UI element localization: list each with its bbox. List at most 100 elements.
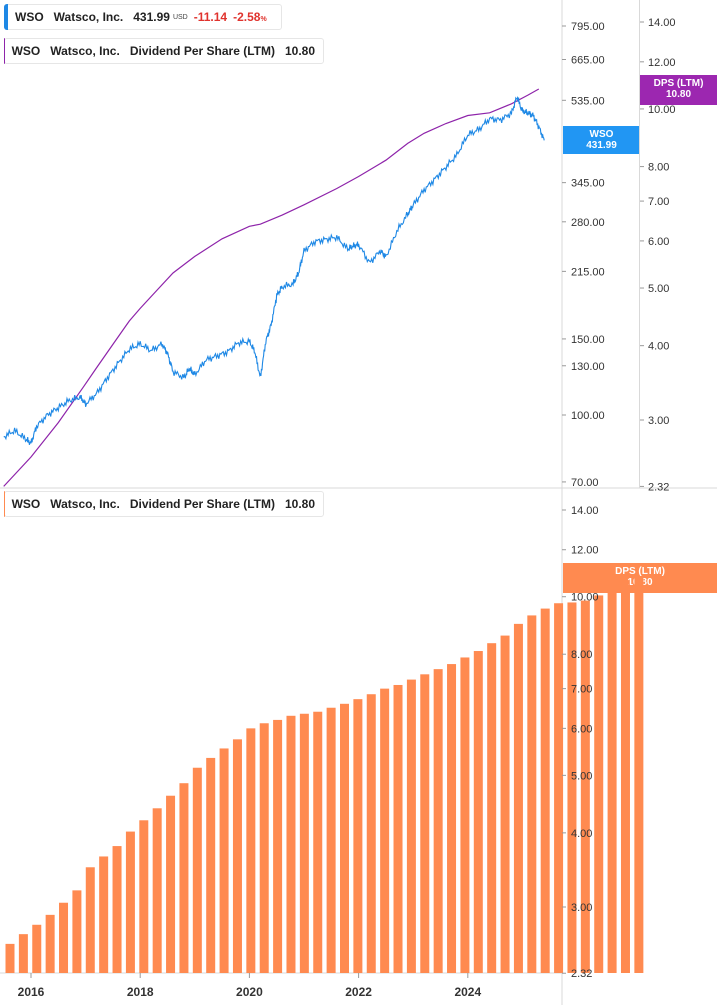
dps-top-tick-label: 12.00 — [648, 57, 676, 69]
dps-top-tick-label: 3.00 — [648, 415, 669, 427]
dps-legend-top-value: 10.80 — [284, 44, 315, 58]
dps-bar — [527, 615, 537, 973]
dps-bar — [487, 643, 497, 973]
wso-price-tag-label: WSO — [589, 129, 614, 140]
year-tick-label: 2022 — [345, 985, 372, 999]
price-tick-label: 130.00 — [571, 361, 605, 373]
dps-bar — [286, 715, 296, 973]
dps-legend-bottom[interactable]: WSO Watsco, Inc. Dividend Per Share (LTM… — [4, 491, 324, 517]
price-tick-label: 70.00 — [571, 477, 599, 489]
dps-legend-top[interactable]: WSO Watsco, Inc. Dividend Per Share (LTM… — [4, 38, 324, 64]
dps-bar — [353, 699, 363, 973]
dps-bar — [59, 902, 69, 973]
price-tick-label: 215.00 — [571, 266, 605, 278]
dps-legend-bottom-value: 10.80 — [284, 497, 315, 511]
dps-bar — [340, 703, 349, 973]
dps-bar — [219, 748, 229, 973]
dps-bar — [433, 669, 443, 973]
dps-bar — [620, 584, 630, 973]
dps-legend-top-symbol: WSO — [11, 44, 41, 58]
dps-bar — [313, 711, 323, 973]
dps-legend-top-name: Watsco, Inc. — [50, 44, 120, 58]
price-tick-label: 795.00 — [571, 21, 605, 33]
dps-bar — [406, 679, 416, 973]
dps-bar — [634, 576, 644, 973]
dps-top-tick-label: 4.00 — [648, 341, 669, 353]
dps-bar — [554, 603, 564, 973]
price-legend-change-pct: -2.58% — [233, 10, 267, 24]
year-tick-label: 2018 — [127, 985, 154, 999]
dps-bar — [5, 943, 15, 973]
wso-price-tag-value: 431.99 — [586, 140, 617, 151]
dps-bottom-tick-label: 14.00 — [571, 505, 599, 517]
dps-top-tick-label: 14.00 — [648, 17, 676, 29]
dps-top-tick-label: 5.00 — [648, 283, 669, 295]
price-line — [3, 95, 545, 445]
dps-bottom-tick-label: 4.00 — [571, 828, 592, 840]
dps-legend-top-swatch — [4, 38, 5, 64]
dps-bar — [380, 688, 390, 973]
price-legend[interactable]: WSO Watsco, Inc. 431.99 USD -11.14 -2.58… — [4, 4, 282, 30]
dps-bottom-tick-label: 12.00 — [571, 545, 599, 557]
dps-bottom-tick-label: 8.00 — [571, 649, 592, 661]
dps-tag-top: DPS (LTM) 10.80 — [640, 75, 717, 105]
dps-bar — [192, 767, 202, 973]
price-tick-label: 535.00 — [571, 95, 605, 107]
dps-bottom-tick-label: 3.00 — [571, 902, 592, 914]
price-legend-pct-sign: % — [260, 16, 267, 23]
dps-top-tick-label: 10.00 — [648, 104, 676, 116]
year-tick-label: 2016 — [18, 985, 45, 999]
dps-bar — [580, 600, 590, 973]
dps-bar — [594, 595, 604, 973]
price-tick-label: 100.00 — [571, 410, 605, 422]
dps-bar — [232, 739, 242, 973]
dps-bar — [420, 674, 430, 973]
dps-bar — [473, 651, 483, 973]
dps-top-tick-label: 8.00 — [648, 162, 669, 174]
year-tick-label: 2020 — [236, 985, 263, 999]
dps-bar — [513, 623, 523, 973]
dps-top-tick-label: 7.00 — [648, 196, 669, 208]
dps-bar — [607, 589, 617, 973]
dps-bar — [45, 914, 55, 973]
dps-bottom-tick-label: 5.00 — [571, 770, 592, 782]
price-tick-label: 280.00 — [571, 217, 605, 229]
dps-legend-bottom-swatch — [4, 491, 5, 517]
dps-bar — [112, 846, 122, 973]
dps-bar — [179, 783, 189, 973]
dps-top-tick-label: 6.00 — [648, 236, 669, 248]
dps-tag-top-value: 10.80 — [665, 89, 692, 100]
dps-bar — [125, 831, 135, 973]
year-tick-label: 2024 — [454, 985, 481, 999]
dps-bar — [85, 867, 95, 973]
price-legend-swatch — [4, 4, 8, 30]
dps-bar — [393, 684, 403, 973]
price-legend-change: -11.14 — [193, 10, 228, 24]
dps-bar — [139, 820, 149, 973]
dps-bar — [152, 808, 162, 973]
price-legend-name: Watsco, Inc. — [53, 10, 124, 24]
price-legend-symbol: WSO — [15, 10, 44, 24]
dps-legend-bottom-metric: Dividend Per Share (LTM) — [129, 497, 275, 511]
price-legend-value: 431.99 — [133, 10, 170, 24]
dps-bottom-tick-label: 7.00 — [571, 684, 592, 696]
dps-bar — [326, 707, 336, 973]
wso-price-tag: WSO 431.99 — [563, 126, 640, 154]
price-legend-currency: USD — [172, 13, 188, 21]
dps-bar — [18, 934, 28, 973]
dps-bar — [166, 795, 176, 973]
dps-bar-group — [5, 576, 644, 973]
line-group — [3, 88, 545, 487]
price-tick-label: 345.00 — [571, 178, 605, 190]
dps-bar — [460, 657, 470, 973]
dps-line — [3, 88, 540, 487]
dps-bar — [72, 890, 82, 973]
dps-legend-bottom-symbol: WSO — [11, 497, 41, 511]
dps-bottom-tick-label: 6.00 — [571, 723, 592, 735]
dps-tag-bottom-label: DPS (LTM) — [615, 566, 665, 577]
dps-legend-bottom-name: Watsco, Inc. — [50, 497, 120, 511]
price-tick-label: 665.00 — [571, 55, 605, 67]
dps-bar — [500, 635, 510, 973]
dps-legend-top-metric: Dividend Per Share (LTM) — [129, 44, 275, 58]
